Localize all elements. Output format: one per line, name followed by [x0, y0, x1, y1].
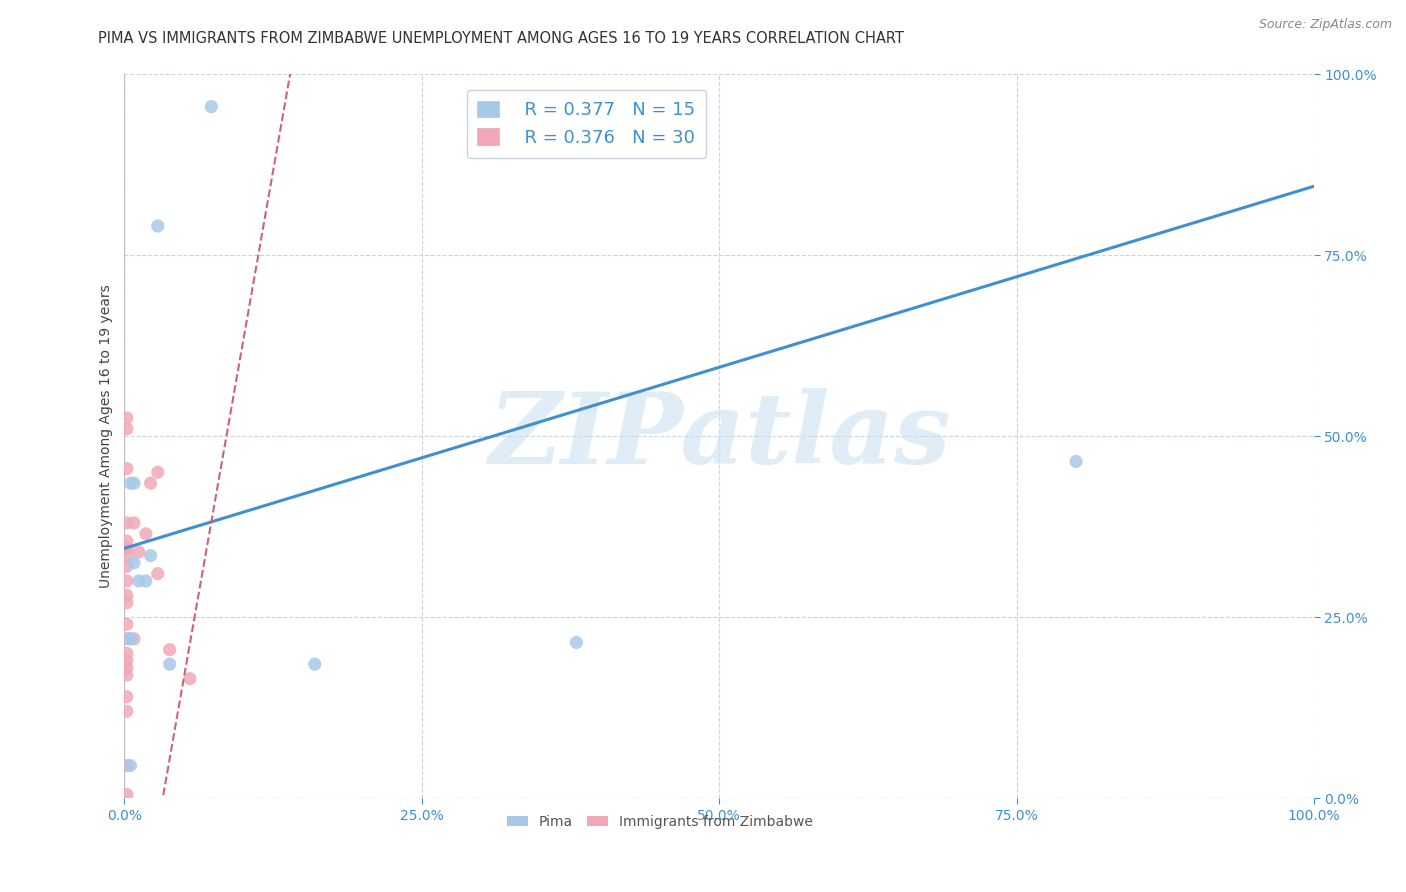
- Point: [122, 556, 145, 570]
- Point: [115, 549, 138, 563]
- Y-axis label: Unemployment Among Ages 16 to 19 years: Unemployment Among Ages 16 to 19 years: [100, 285, 114, 588]
- Point: [565, 635, 588, 649]
- Point: [115, 788, 138, 802]
- Point: [146, 219, 169, 233]
- Text: ZIPatlas: ZIPatlas: [488, 388, 950, 484]
- Point: [139, 549, 162, 563]
- Point: [115, 534, 138, 549]
- Point: [115, 516, 138, 530]
- Point: [200, 100, 222, 114]
- Point: [135, 526, 157, 541]
- Point: [115, 661, 138, 675]
- Point: [122, 516, 145, 530]
- Point: [115, 411, 138, 425]
- Point: [115, 596, 138, 610]
- Text: PIMA VS IMMIGRANTS FROM ZIMBABWE UNEMPLOYMENT AMONG AGES 16 TO 19 YEARS CORRELAT: PIMA VS IMMIGRANTS FROM ZIMBABWE UNEMPLO…: [98, 31, 904, 46]
- Point: [115, 422, 138, 436]
- Point: [146, 566, 169, 581]
- Point: [122, 632, 145, 646]
- Point: [146, 465, 169, 479]
- Point: [115, 559, 138, 574]
- Point: [135, 574, 157, 588]
- Point: [120, 632, 142, 646]
- Point: [115, 574, 138, 588]
- Point: [128, 545, 150, 559]
- Point: [120, 632, 142, 646]
- Point: [115, 668, 138, 682]
- Point: [115, 704, 138, 718]
- Point: [179, 672, 201, 686]
- Point: [120, 476, 142, 491]
- Point: [115, 461, 138, 475]
- Point: [115, 632, 138, 646]
- Point: [115, 646, 138, 660]
- Point: [128, 574, 150, 588]
- Point: [122, 476, 145, 491]
- Point: [139, 476, 162, 491]
- Point: [115, 654, 138, 668]
- Point: [159, 642, 181, 657]
- Text: Source: ZipAtlas.com: Source: ZipAtlas.com: [1258, 18, 1392, 31]
- Point: [115, 690, 138, 704]
- Point: [115, 541, 138, 556]
- Point: [304, 657, 326, 672]
- Point: [115, 758, 138, 772]
- Point: [120, 758, 142, 772]
- Point: [115, 588, 138, 602]
- Point: [115, 617, 138, 632]
- Point: [1064, 454, 1087, 468]
- Legend: Pima, Immigrants from Zimbabwe: Pima, Immigrants from Zimbabwe: [502, 810, 818, 835]
- Point: [159, 657, 181, 672]
